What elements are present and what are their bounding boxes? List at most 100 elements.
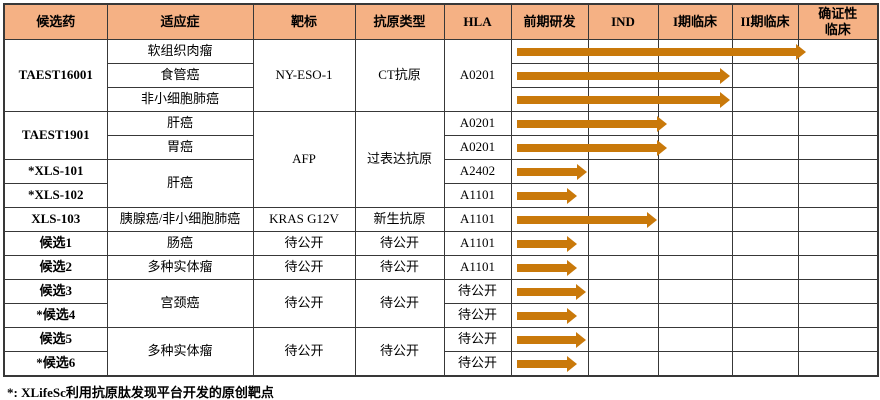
indication-cell: 胰腺癌/非小细胞肺癌 — [106, 207, 254, 232]
indication-cell: 多种实体瘤 — [106, 255, 254, 280]
phase-cell — [657, 231, 733, 256]
phase-cell — [731, 303, 799, 328]
column-header-ind: IND — [587, 3, 659, 40]
column-header-candidate: 候选药 — [3, 3, 108, 40]
phase-cell — [657, 255, 733, 280]
pipeline-arrow — [517, 259, 577, 276]
indication-cell: 胃癌 — [106, 135, 254, 160]
candidate-cell: *XLS-101 — [3, 159, 108, 184]
column-header-confirmatory-label: 确证性临床 — [818, 6, 858, 37]
phase-cell — [731, 231, 799, 256]
column-header-confirmatory: 确证性临床 — [797, 3, 879, 40]
phase-cell — [587, 279, 659, 304]
phase-cell — [657, 183, 733, 208]
phase-cell — [587, 327, 659, 352]
phase-cell — [731, 135, 799, 160]
arrow-head-icon — [647, 211, 657, 228]
indication-cell: 非小细胞肺癌 — [106, 87, 254, 112]
target-cell: 待公开 — [252, 327, 356, 376]
phase-cell — [797, 327, 879, 352]
hla-cell: A1101 — [443, 231, 512, 256]
antigen-type-cell: 新生抗原 — [354, 207, 445, 232]
phase-cell — [587, 231, 659, 256]
hla-cell: 待公开 — [443, 303, 512, 328]
phase-cell — [797, 231, 879, 256]
pipeline-arrow — [517, 235, 577, 252]
pipeline-arrow — [517, 211, 657, 228]
arrow-head-icon — [720, 67, 730, 84]
candidate-cell: 候选3 — [3, 279, 108, 304]
phase-cell — [731, 183, 799, 208]
antigen-type-cell: 待公开 — [354, 255, 445, 280]
hla-cell: 待公开 — [443, 327, 512, 352]
pipeline-arrow — [517, 355, 577, 372]
table-row: 候选3 宫颈癌 待公开 待公开 待公开 — [3, 279, 879, 328]
phase-cell — [657, 327, 733, 352]
column-header-hla: HLA — [443, 3, 512, 40]
phase-cell — [657, 351, 733, 376]
phase-cell — [731, 63, 799, 88]
hla-cell: 待公开 — [443, 279, 512, 304]
hla-cell: A1101 — [443, 207, 512, 232]
phase-cell — [587, 183, 659, 208]
pipeline-arrow — [517, 187, 577, 204]
pipeline-arrow — [517, 43, 806, 60]
target-cell: NY-ESO-1 — [252, 39, 356, 112]
arrow-head-icon — [567, 187, 577, 204]
phase-cell — [731, 111, 799, 136]
phase-cell — [657, 207, 733, 232]
arrow-head-icon — [576, 283, 586, 300]
candidate-cell: TAEST1901 — [3, 111, 108, 160]
phase-cell — [797, 63, 879, 88]
arrow-head-icon — [796, 43, 806, 60]
phase-cell — [797, 255, 879, 280]
phase-cell — [587, 303, 659, 328]
antigen-type-cell: 过表达抗原 — [354, 111, 445, 208]
candidate-cell: *候选6 — [3, 351, 108, 376]
phase-cell — [797, 351, 879, 376]
pipeline-arrow — [517, 91, 730, 108]
phase-cell — [797, 207, 879, 232]
antigen-type-cell: CT抗原 — [354, 39, 445, 112]
phase-cell — [797, 279, 879, 304]
arrow-head-icon — [720, 91, 730, 108]
target-cell: 待公开 — [252, 255, 356, 280]
table-row: 胃癌 A0201 — [4, 135, 879, 160]
phase-cell — [797, 87, 879, 112]
pipeline-arrow — [517, 67, 730, 84]
phase-cell — [731, 159, 799, 184]
arrow-head-icon — [567, 235, 577, 252]
table-row: 候选5 多种实体瘤 待公开 待公开 待公开 — [3, 327, 879, 376]
column-header-preclinical: 前期研发 — [510, 3, 589, 40]
indication-cell: 肠癌 — [106, 231, 254, 256]
pipeline-arrow — [517, 331, 586, 348]
phase-cell — [587, 351, 659, 376]
phase-cell — [731, 87, 799, 112]
candidate-cell: 候选1 — [3, 231, 108, 256]
arrow-head-icon — [657, 139, 667, 156]
phase-cell — [587, 255, 659, 280]
table-row: 候选2 多种实体瘤 待公开 待公开 A1101 — [3, 255, 879, 280]
pipeline-table: 候选药 适应症 靶标 抗原类型 HLA 前期研发 IND I期临床 II期临床 … — [3, 3, 879, 377]
indication-cell: 宫颈癌 — [106, 279, 254, 328]
antigen-type-cell: 待公开 — [354, 231, 445, 256]
phase-cell — [731, 351, 799, 376]
hla-cell: A1101 — [443, 255, 512, 280]
phase-cell — [657, 111, 733, 136]
pipeline-arrow — [517, 283, 586, 300]
candidate-cell: *候选4 — [3, 303, 108, 328]
column-header-phase2: II期临床 — [731, 3, 799, 40]
pipeline-arrow — [517, 139, 667, 156]
phase-cell — [731, 327, 799, 352]
candidate-cell: 候选5 — [3, 327, 108, 352]
pipeline-arrow — [517, 115, 667, 132]
phase-cell — [797, 303, 879, 328]
indication-cell: 软组织肉瘤 — [106, 39, 254, 64]
indication-cell: 多种实体瘤 — [106, 327, 254, 376]
phase-cell — [657, 279, 733, 304]
header-row: 候选药 适应症 靶标 抗原类型 HLA 前期研发 IND I期临床 II期临床 … — [3, 3, 879, 40]
antigen-type-cell: 待公开 — [354, 279, 445, 328]
hla-cell: A1101 — [443, 183, 512, 208]
arrow-head-icon — [577, 163, 587, 180]
phase-cell — [657, 159, 733, 184]
